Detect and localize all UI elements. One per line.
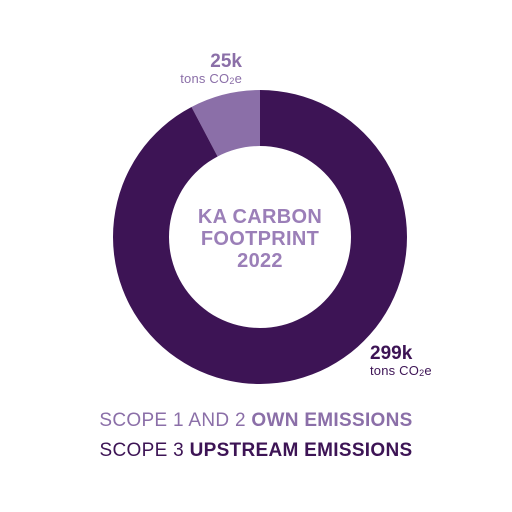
scope3-value: 299k [370, 343, 413, 364]
legend-scope12-plain: SCOPE 1 AND 2 [99, 410, 252, 431]
legend-scope12-bold: OWN EMISSIONS [251, 410, 413, 431]
chart-title: KA CARBON FOOTPRINT 2022 [180, 206, 340, 272]
legend-item-scope12: SCOPE 1 AND 2 OWN EMISSIONS [0, 410, 512, 432]
scope3-value-label: 299k tons CO2e [370, 344, 432, 378]
legend-scope3-plain: SCOPE 3 [99, 440, 190, 461]
scope12-value: 25k [210, 51, 242, 72]
chart-title-line-2: FOOTPRINT [200, 228, 320, 250]
donut-slice-scope12 [191, 90, 260, 157]
legend-item-scope3: SCOPE 3 UPSTREAM EMISSIONS [0, 440, 512, 462]
chart-title-line-3: 2022 [237, 250, 283, 272]
scope12-unit: tons CO2e [180, 70, 242, 86]
chart-title-line-1: KA CARBON [197, 206, 323, 228]
donut-slice-scope3 [112, 90, 407, 384]
legend-scope3-bold: UPSTREAM EMISSIONS [189, 440, 413, 461]
scope3-unit: tons CO2e [370, 362, 432, 378]
scope12-value-label: 25k tons CO2e [132, 52, 242, 86]
